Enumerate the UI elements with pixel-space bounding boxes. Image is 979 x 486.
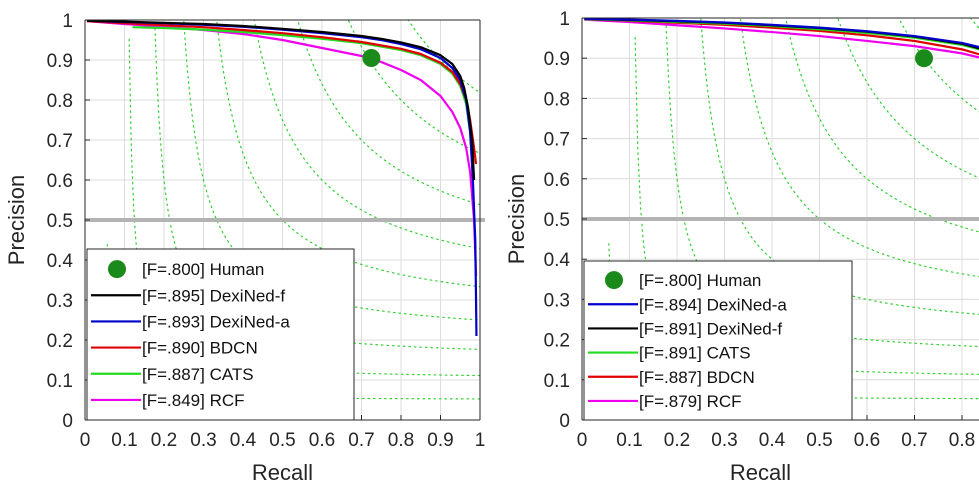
- y-axis-label: Precision: [4, 175, 29, 265]
- x-tick-label: 0: [80, 430, 91, 451]
- y-tick-label: 0.5: [544, 210, 570, 231]
- y-tick-label: 0.8: [47, 91, 73, 112]
- y-tick-label: 0.2: [544, 331, 570, 352]
- x-tick-label: 0.7: [901, 430, 927, 451]
- x-tick-label: 0.4: [230, 430, 257, 451]
- series-line: [584, 18, 979, 59]
- legend-box: [583, 260, 853, 421]
- legend: [F=.800] Human [F=.895] DexiNed-f [F=.893]…: [86, 248, 355, 421]
- x-tick-label: 0.5: [806, 430, 832, 451]
- y-tick-label: 0.3: [544, 290, 570, 311]
- y-tick-label: 0.1: [47, 371, 73, 392]
- iso-f-curve: [297, 20, 480, 206]
- x-tick-label: 0.8: [949, 430, 975, 451]
- legend-label: [F=.893] DexiNed-a: [142, 312, 290, 331]
- x-tick-label: 0.9: [427, 430, 453, 451]
- y-tick-label: 0.4: [47, 251, 74, 272]
- x-tick-label: 0.6: [854, 430, 880, 451]
- y-tick-label: 0.4: [544, 250, 571, 271]
- x-tick-label: 0.3: [711, 430, 737, 451]
- x-axis-label: Recall: [252, 460, 313, 485]
- y-tick-label: 0.5: [47, 211, 73, 232]
- y-tick-label: 0: [559, 411, 570, 432]
- y-tick-label: 0.9: [47, 51, 73, 72]
- legend: [F=.800] Human [F=.894] DexiNed-a [F=.891]…: [583, 260, 853, 421]
- legend-label: [F=.887] BDCN: [639, 368, 755, 387]
- series-line: [86, 20, 478, 165]
- legend-label: [F=.800] Human: [639, 271, 761, 290]
- y-tick-label: 0.6: [544, 170, 570, 191]
- y-tick-label: 1: [559, 9, 570, 30]
- y-tick-label: 0.6: [47, 171, 73, 192]
- x-tick-label: 0.7: [348, 430, 374, 451]
- x-tick-label: 1: [475, 430, 486, 451]
- y-tick-label: 0.2: [47, 331, 73, 352]
- legend-marker-human: [605, 271, 623, 290]
- iso-f-curve: [253, 20, 480, 250]
- series-line: [86, 20, 478, 277]
- y-tick-label: 0.1: [544, 371, 570, 392]
- y-tick-label: 0.7: [47, 131, 73, 152]
- iso-f-curve: [347, 20, 480, 154]
- legend-label: [F=.890] BDCN: [142, 339, 258, 358]
- legend-label: [F=.895] DexiNed-f: [142, 286, 285, 305]
- y-tick-label: 0.9: [544, 49, 570, 70]
- series-line: [584, 18, 979, 49]
- legend-label: [F=.887] CATS: [142, 365, 254, 384]
- iso-f-curve: [897, 18, 979, 113]
- y-tick-label: 0.8: [544, 89, 570, 110]
- series-line: [86, 20, 476, 181]
- legend-label: [F=.891] CATS: [639, 344, 751, 363]
- legend-label: [F=.891] DexiNed-f: [639, 319, 782, 338]
- human-point: [915, 49, 933, 68]
- x-tick-label: 0.2: [664, 430, 690, 451]
- x-axis-label: Recall: [730, 460, 791, 485]
- x-tick-label: 0.4: [759, 430, 786, 451]
- x-tick-label: 0.8: [388, 430, 414, 451]
- y-tick-label: 0: [62, 411, 73, 432]
- iso-f-curve: [739, 18, 979, 278]
- y-tick-label: 0.3: [47, 291, 73, 312]
- y-tick-label: 0.7: [544, 130, 570, 151]
- legend-label: [F=.894] DexiNed-a: [639, 295, 787, 314]
- iso-f-curve: [700, 18, 979, 315]
- iso-f-curve: [106, 243, 480, 400]
- x-tick-label: 0.1: [111, 430, 137, 451]
- legend-marker-human: [108, 260, 126, 279]
- x-tick-label: 0.2: [151, 430, 177, 451]
- series-lines: [584, 18, 979, 59]
- x-tick-label: 0.3: [190, 430, 216, 451]
- legend-label: [F=.849] RCF: [142, 391, 245, 410]
- legend-label: [F=.800] Human: [142, 260, 264, 279]
- y-tick-label: 1: [62, 11, 73, 32]
- series-lines: [86, 20, 478, 337]
- x-tick-label: 0: [577, 430, 588, 451]
- y-axis-label: Precision: [504, 174, 529, 264]
- x-tick-label: 0.6: [309, 430, 335, 451]
- iso-f-curve: [216, 20, 480, 288]
- x-tick-label: 0.5: [269, 430, 295, 451]
- panel-2: 0 0.1 0.2 0.3 0.4 0.5 0.6 0.7 0.8 0.9 0 0.1 0.2 0.3 0.…: [504, 9, 979, 485]
- x-tick-label: 0.1: [616, 430, 642, 451]
- panel-1: 0 0.1 0.2 0.3 0.4 0.5 0.6 0.7 0.8 0.9 1 0 0.1 0.2 0.3 0…: [4, 11, 486, 485]
- series-line: [132, 26, 474, 161]
- legend-label: [F=.879] RCF: [639, 392, 742, 411]
- legend-box: [86, 248, 355, 421]
- human-point: [362, 49, 381, 67]
